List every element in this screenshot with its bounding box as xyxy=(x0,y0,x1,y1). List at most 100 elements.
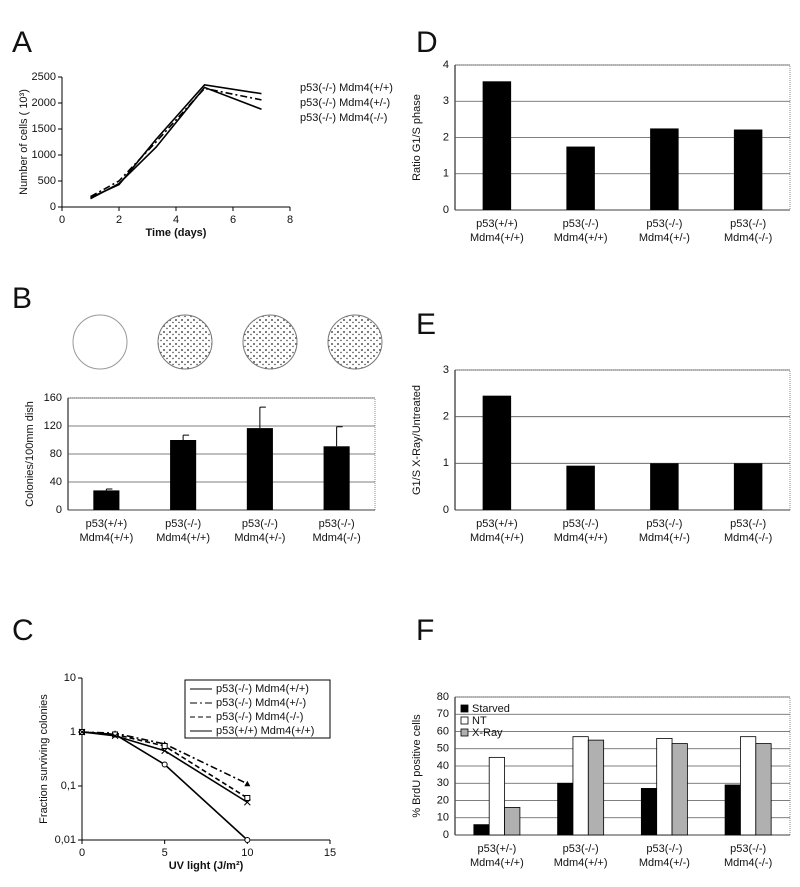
legend-label: NT xyxy=(472,715,487,727)
x-axis-label: UV light (J/m²) xyxy=(169,860,244,872)
legend-label: X-Ray xyxy=(472,727,503,739)
bar xyxy=(733,463,763,510)
bar xyxy=(482,395,512,510)
y-tick-label: 160 xyxy=(44,392,62,404)
bar xyxy=(566,146,595,210)
legend-label: p53(+/+) Mdm4(+/+) xyxy=(216,725,314,737)
x-tick-label: p53(-/-) xyxy=(165,518,201,530)
dish xyxy=(242,314,298,370)
marker xyxy=(243,798,251,806)
x-tick-label: 6 xyxy=(230,214,236,226)
bar xyxy=(566,465,595,510)
y-tick-label: 50 xyxy=(437,743,449,755)
line xyxy=(90,87,262,198)
x-axis-label: Time (days) xyxy=(146,227,207,239)
line xyxy=(90,86,262,200)
bar xyxy=(733,129,763,210)
x-tick-label: Mdm4(+/+) xyxy=(156,532,210,544)
y-tick-label: 1000 xyxy=(32,149,56,161)
y-tick-label: 80 xyxy=(437,691,449,703)
x-tick-label: Mdm4(-/-) xyxy=(724,532,772,544)
error-bar xyxy=(259,406,266,429)
bar xyxy=(323,446,350,510)
x-tick-label: Mdm4(+/+) xyxy=(470,232,524,244)
y-tick-label: 80 xyxy=(50,448,62,460)
x-tick-label: Mdm4(-/-) xyxy=(312,532,360,544)
y-tick-label: 1500 xyxy=(32,123,56,135)
y-axis-label: Colonies/100mm dish xyxy=(24,401,36,507)
bar xyxy=(650,128,679,210)
x-tick-label: p53(-/-) xyxy=(646,518,682,530)
y-tick-label: 0 xyxy=(443,204,449,216)
legend-label: p53(-/-) Mdm4(+/-) xyxy=(300,97,390,109)
y-tick-label: 1 xyxy=(443,457,449,469)
y-tick-label: 30 xyxy=(437,777,449,789)
bar xyxy=(473,824,490,836)
x-tick-label: Mdm4(-/-) xyxy=(724,857,772,869)
panel-letter: C xyxy=(12,614,34,647)
legend-box xyxy=(184,679,331,739)
y-tick-label: 10 xyxy=(64,672,76,684)
y-tick-label: 2 xyxy=(443,411,449,423)
marker xyxy=(244,780,251,787)
marker xyxy=(161,743,168,750)
panel-letter: D xyxy=(416,26,438,59)
y-tick-label: 40 xyxy=(437,760,449,772)
x-tick-label: Mdm4(+/-) xyxy=(639,532,690,544)
y-tick-label: 500 xyxy=(38,175,56,187)
x-tick-label: p53(-/-) xyxy=(646,218,682,230)
x-tick-label: p53(-/-) xyxy=(563,843,599,855)
marker xyxy=(112,731,119,738)
x-tick-label: p53(+/-) xyxy=(477,843,516,855)
dish xyxy=(157,314,213,370)
y-tick-label: 2500 xyxy=(32,71,56,83)
legend-swatch xyxy=(460,704,469,713)
x-tick-label: Mdm4(+/-) xyxy=(234,532,285,544)
bar xyxy=(170,440,197,510)
y-tick-label: 0,1 xyxy=(61,780,76,792)
x-tick-label: Mdm4(+/+) xyxy=(470,532,524,544)
panel-letter: E xyxy=(416,308,436,341)
x-tick-label: p53(-/-) xyxy=(563,518,599,530)
y-tick-label: 2000 xyxy=(32,97,56,109)
x-tick-label: p53(-/-) xyxy=(730,518,766,530)
line xyxy=(81,731,248,803)
y-tick-label: 0 xyxy=(56,504,62,516)
legend-label: p53(-/-) Mdm4(-/-) xyxy=(216,711,303,723)
x-tick-label: Mdm4(+/+) xyxy=(79,532,133,544)
legend-label: p53(-/-) Mdm4(-/-) xyxy=(300,112,387,124)
legend-label: Starved xyxy=(472,703,510,715)
dish xyxy=(72,314,128,370)
bar xyxy=(504,807,521,836)
bar xyxy=(755,743,772,836)
y-tick-label: 120 xyxy=(44,420,62,432)
legend-swatch xyxy=(460,728,469,737)
y-tick-label: 60 xyxy=(437,725,449,737)
y-tick-label: 0 xyxy=(443,829,449,841)
error-bar xyxy=(336,426,343,447)
y-tick-label: 4 xyxy=(443,59,449,71)
x-tick-label: 10 xyxy=(241,847,253,859)
bar xyxy=(572,736,589,836)
bar xyxy=(671,743,688,836)
marker xyxy=(78,728,86,736)
x-tick-label: 0 xyxy=(79,847,85,859)
bar xyxy=(482,81,512,210)
y-tick-label: 3 xyxy=(443,95,449,107)
bar xyxy=(740,736,757,836)
bar xyxy=(656,738,673,836)
x-tick-label: p53(-/-) xyxy=(563,218,599,230)
x-tick-label: p53(+/+) xyxy=(476,518,518,530)
x-tick-label: Mdm4(+/+) xyxy=(554,232,608,244)
legend-label: p53(-/-) Mdm4(+/+) xyxy=(216,683,309,695)
bar xyxy=(724,784,741,836)
y-tick-label: 0 xyxy=(443,504,449,516)
error-bar xyxy=(105,488,113,491)
x-tick-label: p53(+/+) xyxy=(476,218,518,230)
x-tick-label: p53(-/-) xyxy=(730,843,766,855)
x-tick-label: 0 xyxy=(59,214,65,226)
line xyxy=(81,731,248,785)
y-tick-label: 1 xyxy=(443,168,449,180)
panel-letter: A xyxy=(12,26,32,59)
